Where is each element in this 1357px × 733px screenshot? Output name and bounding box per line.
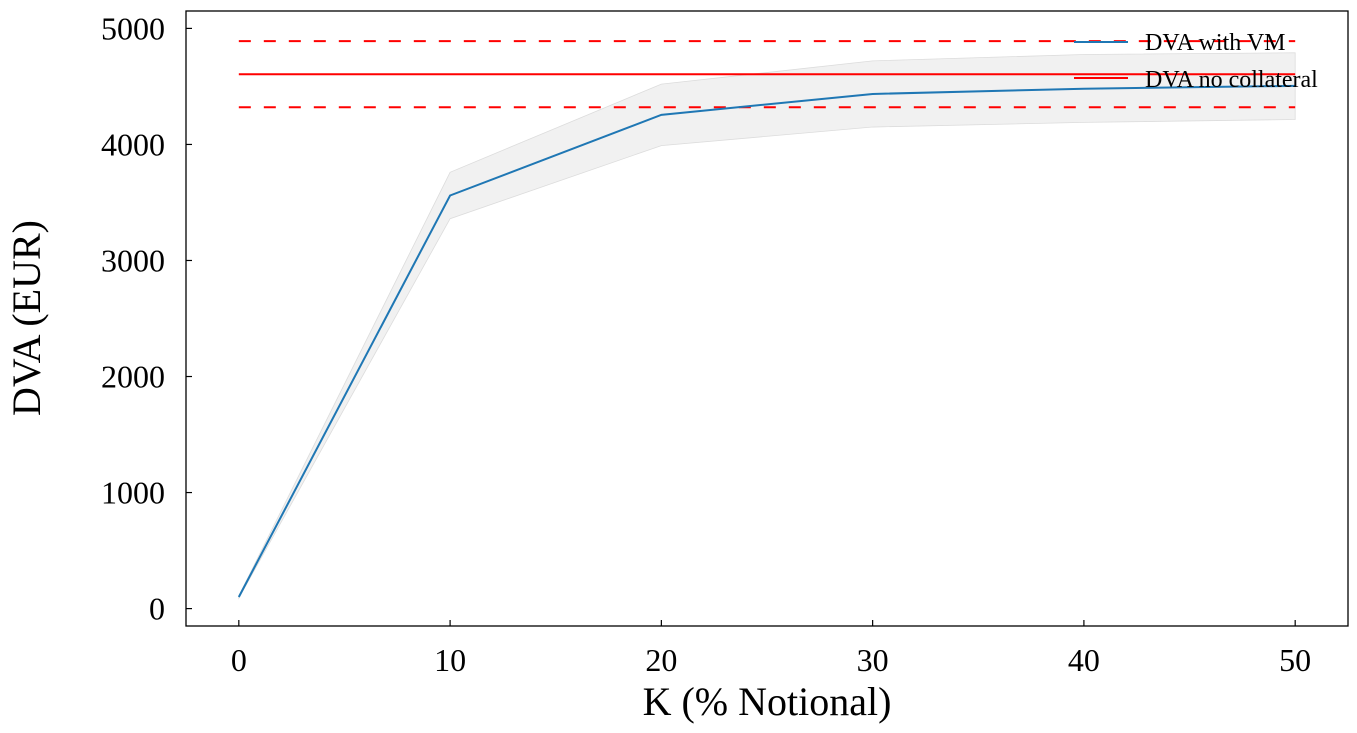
y-tick-label: 4000: [101, 126, 165, 162]
y-tick-label: 5000: [101, 10, 165, 46]
y-tick-label: 2000: [101, 359, 165, 395]
x-axis-title: K (% Notional): [643, 679, 892, 724]
legend-label-dva-with-vm: DVA with VM: [1145, 30, 1285, 56]
legend-label-dva-no-collateral: DVA no collateral: [1145, 67, 1318, 93]
y-tick-label: 1000: [101, 475, 165, 511]
x-tick-label: 10: [434, 642, 466, 678]
x-axis: 0 10 20 30 40 50: [231, 620, 1311, 678]
y-tick-label: 0: [149, 591, 165, 627]
x-tick-label: 30: [857, 642, 889, 678]
x-tick-label: 20: [645, 642, 677, 678]
x-tick-label: 50: [1279, 642, 1311, 678]
x-tick-label: 40: [1068, 642, 1100, 678]
x-tick-label: 0: [231, 642, 247, 678]
y-axis: 0 1000 2000 3000 4000 5000: [101, 10, 192, 626]
y-tick-label: 3000: [101, 242, 165, 278]
y-axis-title: DVA (EUR): [4, 220, 49, 416]
